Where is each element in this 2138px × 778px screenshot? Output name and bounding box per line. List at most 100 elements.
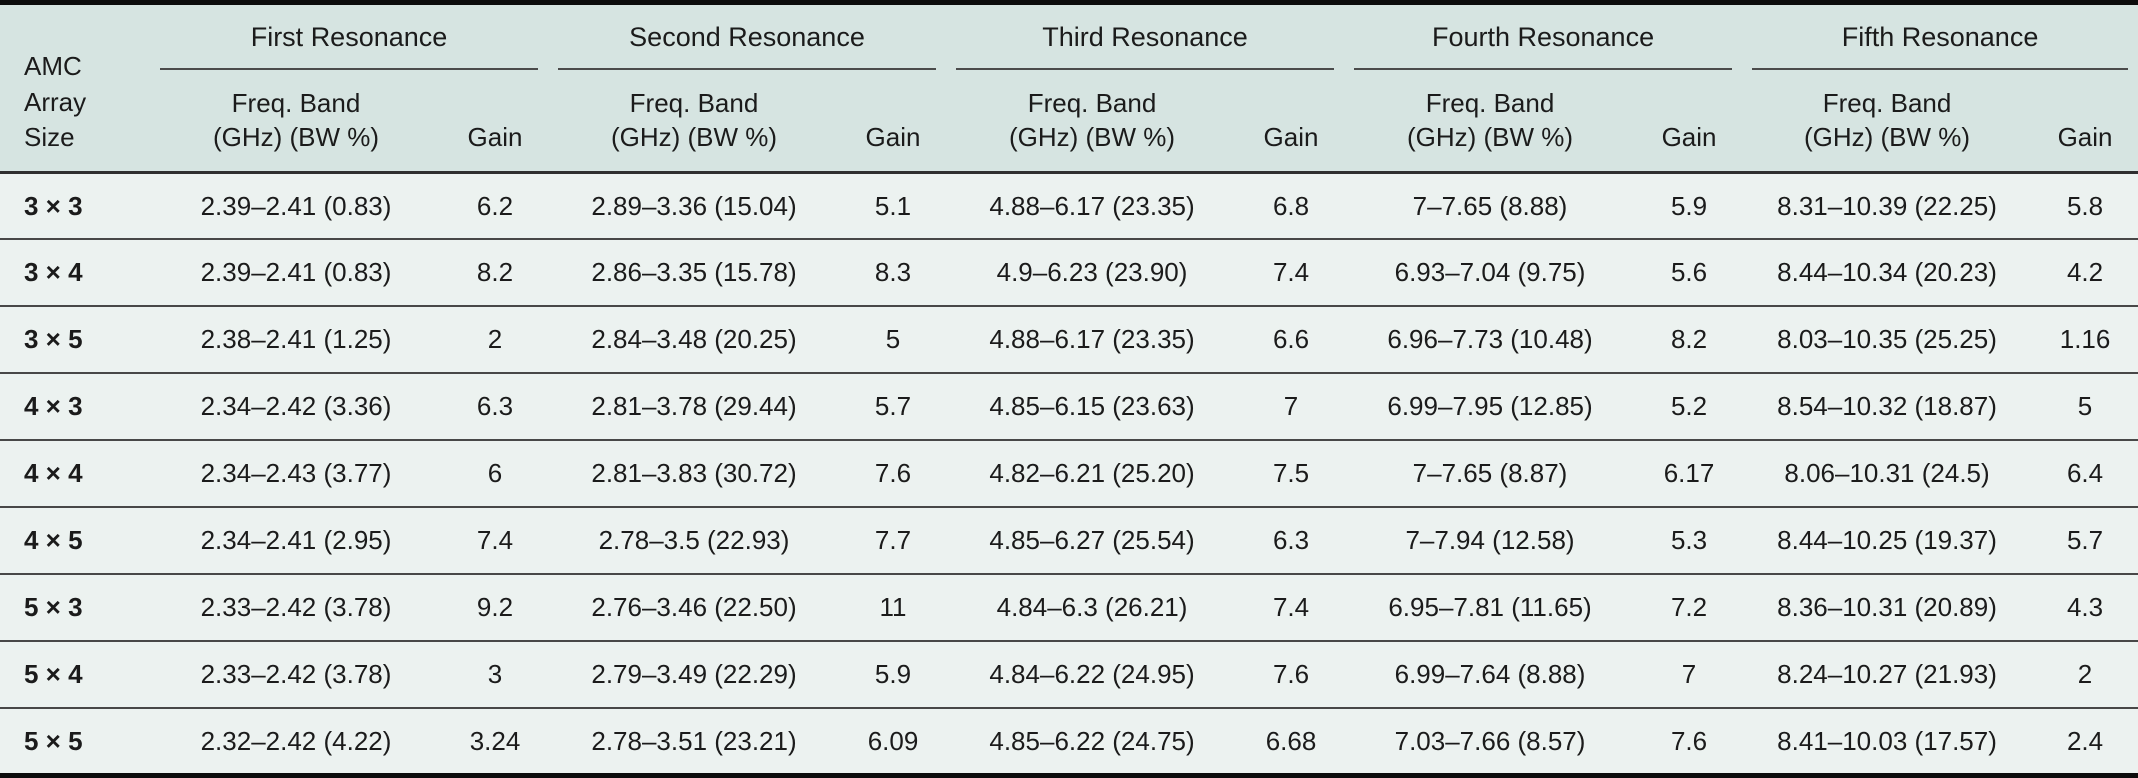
cell-gain: 6.2 (476, 190, 514, 221)
cell-freq-band: 4.9–6.23 (23.90) (996, 257, 1188, 288)
cell-gain: 4.3 (2066, 592, 2104, 623)
group-header-label: Fifth Resonance (1752, 21, 2129, 70)
gain-column-header: Gain (467, 121, 523, 152)
cell-freq-band: 2.78–3.5 (22.93) (598, 525, 790, 556)
cell-freq-band: 8.03–10.35 (25.25) (1777, 324, 1997, 355)
freq-band-column-header: Freq. Band (GHz) (BW %) (1406, 88, 1574, 152)
cell-gain: 5.7 (2066, 525, 2104, 556)
table-row: 3 × 5 2.38–2.41 (1.25) 2 2.84–3.48 (20.2… (0, 306, 2138, 373)
table-body: 3 × 3 2.39–2.41 (0.83) 6.2 2.89–3.36 (15… (0, 172, 2138, 776)
cell-gain: 3.24 (469, 725, 521, 756)
cell-gain: 6.3 (476, 391, 514, 422)
cell-freq-band: 8.44–10.25 (19.37) (1777, 525, 1997, 556)
row-axis-header: AMC Array Size (0, 3, 150, 173)
cell-freq-band: 8.54–10.32 (18.87) (1777, 391, 1997, 422)
cell-gain: 7 (1681, 659, 1697, 690)
freq-band-column-header: Freq. Band (GHz) (BW %) (610, 88, 778, 152)
cell-freq-band: 4.88–6.17 (23.35) (989, 190, 1195, 221)
cell-gain: 9.2 (476, 592, 514, 623)
cell-gain: 7.2 (1670, 592, 1708, 623)
row-label: 3 × 5 (24, 324, 83, 355)
cell-gain: 11 (879, 592, 907, 623)
group-header-label: Third Resonance (956, 21, 1335, 70)
cell-gain: 7.7 (874, 525, 912, 556)
cell-gain: 5 (2077, 391, 2093, 422)
cell-gain: 5 (885, 324, 901, 355)
cell-freq-band: 6.93–7.04 (9.75) (1394, 257, 1586, 288)
cell-freq-band: 4.85–6.27 (25.54) (989, 525, 1195, 556)
row-label: 4 × 4 (24, 458, 83, 489)
cell-freq-band: 7–7.94 (12.58) (1405, 525, 1575, 556)
cell-freq-band: 8.06–10.31 (24.5) (1784, 458, 1990, 489)
cell-gain: 5.6 (1670, 257, 1708, 288)
cell-gain: 2.4 (2066, 725, 2104, 756)
row-label: 4 × 3 (24, 391, 83, 422)
group-header-label: Fourth Resonance (1354, 21, 1733, 70)
cell-freq-band: 4.88–6.17 (23.35) (989, 324, 1195, 355)
cell-gain: 8.2 (476, 257, 514, 288)
cell-freq-band: 4.84–6.22 (24.95) (989, 659, 1195, 690)
cell-freq-band: 6.99–7.64 (8.88) (1394, 659, 1586, 690)
cell-freq-band: 2.81–3.83 (30.72) (591, 458, 797, 489)
gain-column-header: Gain (2057, 121, 2113, 152)
table-row: 5 × 4 2.33–2.42 (3.78) 3 2.79–3.49 (22.2… (0, 641, 2138, 708)
cell-freq-band: 2.38–2.41 (1.25) (200, 324, 392, 355)
cell-freq-band: 2.34–2.41 (2.95) (200, 525, 392, 556)
row-axis-header-line: Array (24, 86, 87, 117)
table-row: 3 × 4 2.39–2.41 (0.83) 8.2 2.86–3.35 (15… (0, 239, 2138, 306)
row-label: 3 × 3 (24, 190, 83, 221)
cell-freq-band: 2.86–3.35 (15.78) (591, 257, 797, 288)
cell-gain: 5.1 (874, 190, 912, 221)
cell-gain: 5.9 (874, 659, 912, 690)
table-row: 4 × 4 2.34–2.43 (3.77) 6 2.81–3.83 (30.7… (0, 440, 2138, 507)
cell-freq-band: 7.03–7.66 (8.57) (1394, 725, 1586, 756)
row-label: 4 × 5 (24, 525, 83, 556)
cell-gain: 7.5 (1272, 458, 1310, 489)
cell-gain: 6 (487, 458, 503, 489)
cell-gain: 5.2 (1670, 391, 1708, 422)
cell-gain: 4.2 (2066, 257, 2104, 288)
cell-freq-band: 2.79–3.49 (22.29) (591, 659, 797, 690)
cell-gain: 2 (2077, 659, 2093, 690)
table-header: AMC Array Size First Resonance Second Re… (0, 2, 2138, 173)
group-header-second-resonance: Second Resonance (548, 3, 946, 70)
cell-freq-band: 8.31–10.39 (22.25) (1777, 190, 1997, 221)
row-label: 5 × 4 (24, 659, 83, 690)
cell-gain: 7.6 (1272, 659, 1310, 690)
freq-band-column-header: Freq. Band (GHz) (BW %) (212, 88, 380, 152)
cell-freq-band: 7–7.65 (8.88) (1412, 190, 1568, 221)
cell-freq-band: 4.85–6.22 (24.75) (989, 725, 1195, 756)
cell-freq-band: 2.33–2.42 (3.78) (200, 592, 392, 623)
group-header-third-resonance: Third Resonance (946, 3, 1344, 70)
gain-column-header: Gain (1263, 121, 1319, 152)
cell-gain: 6.68 (1265, 725, 1317, 756)
cell-gain: 8.3 (874, 257, 912, 288)
group-header-row: AMC Array Size First Resonance Second Re… (0, 3, 2138, 152)
cell-freq-band: 4.85–6.15 (23.63) (989, 391, 1195, 422)
cell-freq-band: 2.33–2.42 (3.78) (200, 659, 392, 690)
cell-freq-band: 4.84–6.3 (26.21) (996, 592, 1188, 623)
cell-freq-band: 8.24–10.27 (21.93) (1777, 659, 1997, 690)
cell-freq-band: 2.84–3.48 (20.25) (591, 324, 797, 355)
row-label: 5 × 5 (24, 725, 83, 756)
cell-gain: 6.4 (2066, 458, 2104, 489)
row-label: 5 × 3 (24, 592, 83, 623)
cell-gain: 7.4 (476, 525, 514, 556)
cell-freq-band: 6.99–7.95 (12.85) (1387, 391, 1593, 422)
group-header-first-resonance: First Resonance (150, 3, 548, 70)
cell-gain: 7 (1283, 391, 1299, 422)
table-row: 3 × 3 2.39–2.41 (0.83) 6.2 2.89–3.36 (15… (0, 172, 2138, 239)
row-label: 3 × 4 (24, 257, 83, 288)
cell-freq-band: 6.96–7.73 (10.48) (1387, 324, 1593, 355)
group-header-label: Second Resonance (558, 21, 937, 70)
cell-freq-band: 7–7.65 (8.87) (1412, 458, 1568, 489)
cell-gain: 7.6 (874, 458, 912, 489)
group-header-fifth-resonance: Fifth Resonance (1742, 3, 2138, 70)
cell-gain: 5.9 (1670, 190, 1708, 221)
cell-freq-band: 8.44–10.34 (20.23) (1777, 257, 1997, 288)
row-axis-header-line: AMC (24, 51, 82, 82)
cell-gain: 6.09 (867, 725, 919, 756)
table-row: 5 × 5 2.32–2.42 (4.22) 3.24 2.78–3.51 (2… (0, 708, 2138, 775)
cell-gain: 7.4 (1272, 592, 1310, 623)
